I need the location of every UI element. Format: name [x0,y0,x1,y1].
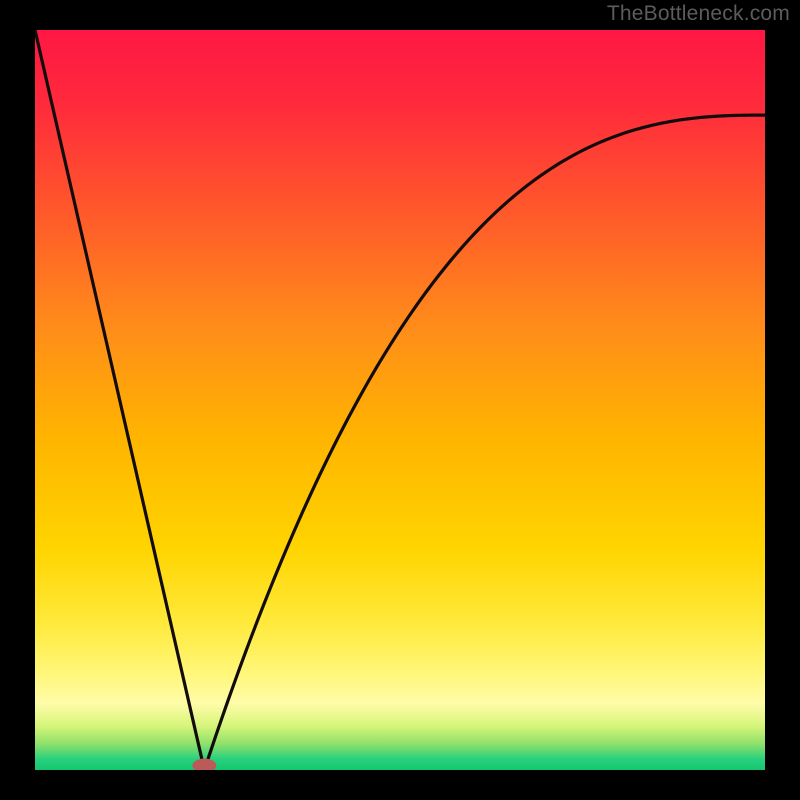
gradient-background [35,30,765,770]
chart-stage: TheBottleneck.com [0,0,800,800]
bottleneck-chart-svg [35,30,765,770]
plot-area [35,30,765,770]
watermark-label: TheBottleneck.com [607,2,790,26]
